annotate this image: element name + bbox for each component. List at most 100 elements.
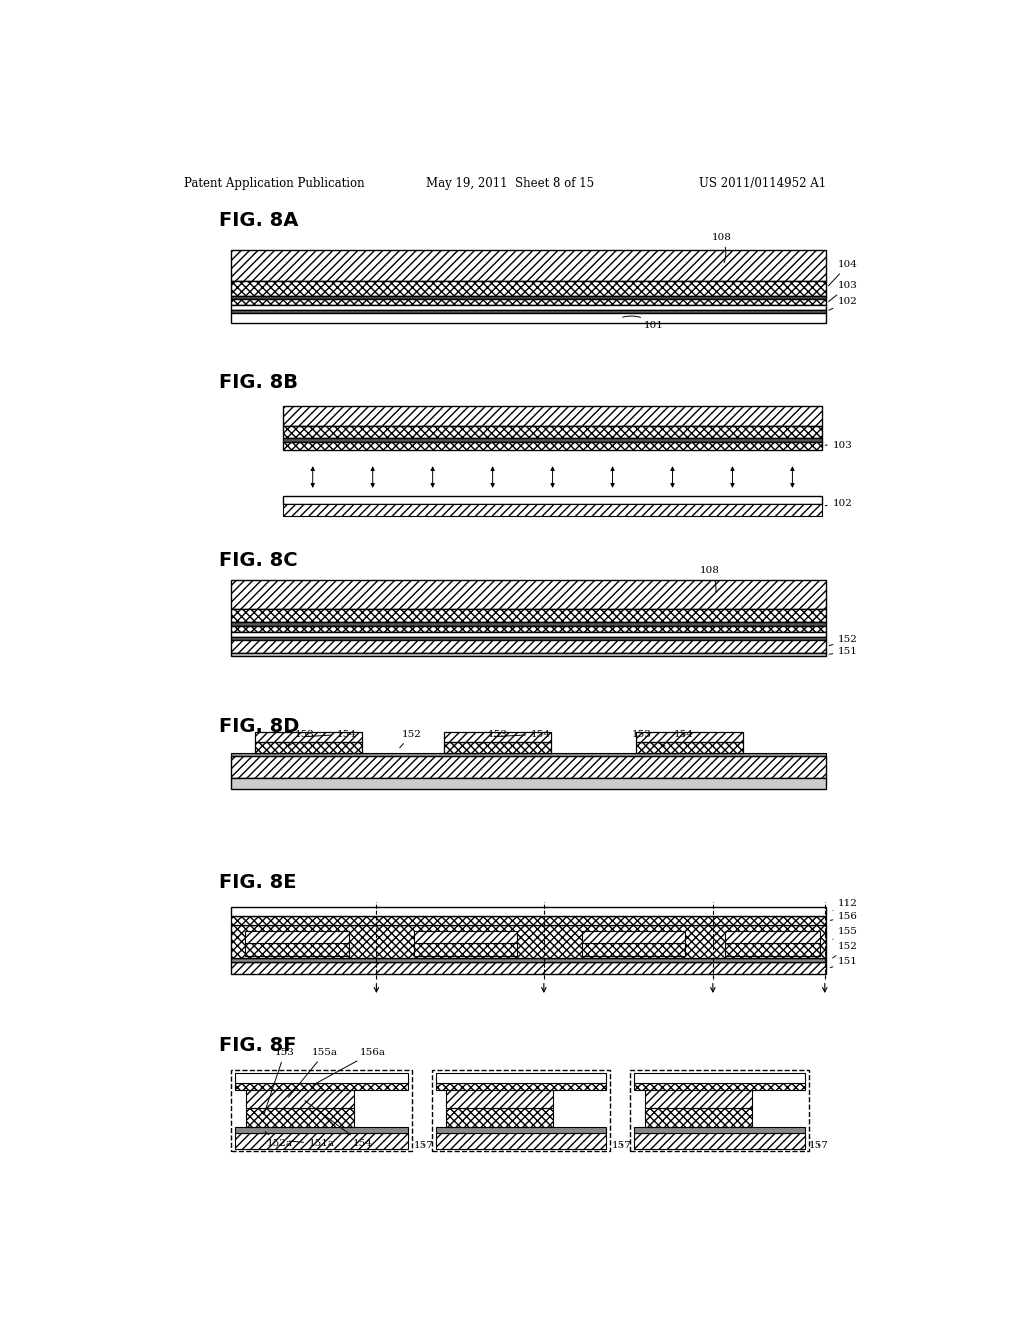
Text: 103: 103 [825, 441, 853, 450]
Text: 151: 151 [830, 957, 858, 968]
Bar [436, 1133, 606, 1148]
Bar [725, 931, 820, 944]
Text: 153: 153 [289, 730, 314, 746]
Text: May 19, 2011  Sheet 8 of 15: May 19, 2011 Sheet 8 of 15 [426, 177, 594, 190]
Text: 104: 104 [828, 260, 858, 286]
Text: FIG. 8D: FIG. 8D [219, 717, 300, 735]
Bar [231, 916, 826, 925]
Bar [246, 931, 348, 944]
Bar [436, 1084, 606, 1089]
Bar [231, 652, 826, 656]
Text: 151: 151 [829, 647, 858, 656]
Bar [231, 640, 826, 652]
Text: 155a: 155a [289, 1048, 338, 1097]
Bar [231, 249, 826, 281]
Text: FIG. 8E: FIG. 8E [219, 874, 297, 892]
Text: 151a: 151a [290, 1139, 335, 1148]
Text: 153: 153 [478, 730, 507, 746]
Bar [231, 305, 826, 310]
Bar [246, 1109, 354, 1127]
Bar [645, 1089, 752, 1109]
Bar [446, 1109, 553, 1127]
Text: 152: 152 [833, 942, 858, 958]
Text: 155: 155 [833, 927, 858, 940]
Bar [582, 931, 685, 944]
Bar [634, 1133, 805, 1148]
Bar [634, 1084, 805, 1089]
Text: FIG. 8F: FIG. 8F [219, 1036, 297, 1055]
Bar [283, 426, 822, 438]
Text: 154: 154 [674, 730, 694, 739]
Text: FIG. 8A: FIG. 8A [219, 211, 299, 230]
Bar [255, 731, 362, 742]
Bar [231, 752, 826, 756]
Bar [443, 742, 551, 752]
Bar [231, 907, 826, 916]
Bar [231, 281, 826, 296]
Text: 101: 101 [623, 315, 664, 330]
Bar [231, 313, 826, 323]
Bar [283, 438, 822, 442]
Bar [246, 944, 348, 956]
Bar [231, 310, 826, 313]
Bar [283, 496, 822, 504]
Text: US 2011/0114952 A1: US 2011/0114952 A1 [699, 177, 826, 190]
Bar [414, 944, 517, 956]
Bar [231, 609, 826, 622]
Text: 102: 102 [825, 499, 853, 508]
Bar [231, 632, 826, 636]
Bar [283, 407, 822, 426]
Bar [432, 1071, 609, 1151]
Bar [636, 731, 743, 742]
Bar [436, 1073, 606, 1084]
Text: 112: 112 [833, 899, 858, 911]
Text: Patent Application Publication: Patent Application Publication [183, 177, 365, 190]
Bar [414, 931, 517, 944]
Text: 152: 152 [829, 635, 858, 645]
Text: 157: 157 [414, 1142, 433, 1150]
Bar [236, 1084, 409, 1089]
Bar [634, 1073, 805, 1084]
Bar [255, 742, 362, 752]
Bar [231, 298, 826, 305]
Text: 152: 152 [399, 730, 422, 748]
Text: 154: 154 [305, 730, 356, 739]
Text: FIG. 8C: FIG. 8C [219, 550, 298, 570]
Bar [283, 442, 822, 450]
Bar [231, 962, 826, 974]
Text: 157: 157 [611, 1142, 632, 1150]
Text: 108: 108 [712, 232, 731, 263]
Bar [231, 636, 826, 640]
Bar [231, 296, 826, 298]
Text: 152a: 152a [265, 1131, 293, 1148]
Bar [725, 944, 820, 956]
Bar [236, 1073, 409, 1084]
Bar [582, 944, 685, 956]
Bar [645, 1109, 752, 1127]
Bar [236, 1133, 409, 1148]
Text: 108: 108 [699, 566, 719, 591]
Bar [443, 731, 551, 742]
Text: 103: 103 [828, 281, 858, 301]
Text: FIG. 8B: FIG. 8B [219, 374, 298, 392]
Bar [231, 581, 826, 609]
Text: 156: 156 [830, 912, 858, 920]
Bar [231, 779, 826, 788]
Bar [436, 1127, 606, 1133]
Text: 157: 157 [809, 1142, 828, 1150]
Text: 154: 154 [495, 730, 551, 739]
Bar [231, 626, 826, 632]
Bar [283, 504, 822, 516]
Bar [246, 1089, 354, 1109]
Bar [231, 925, 826, 958]
Bar [634, 1127, 805, 1133]
Bar [236, 1127, 409, 1133]
Bar [231, 622, 826, 626]
Text: 156a: 156a [313, 1048, 386, 1085]
Bar [231, 756, 826, 779]
Text: 153: 153 [264, 1048, 295, 1114]
Bar [446, 1089, 553, 1109]
Bar [636, 742, 743, 752]
Text: 154: 154 [305, 1101, 373, 1148]
Bar [231, 1071, 412, 1151]
